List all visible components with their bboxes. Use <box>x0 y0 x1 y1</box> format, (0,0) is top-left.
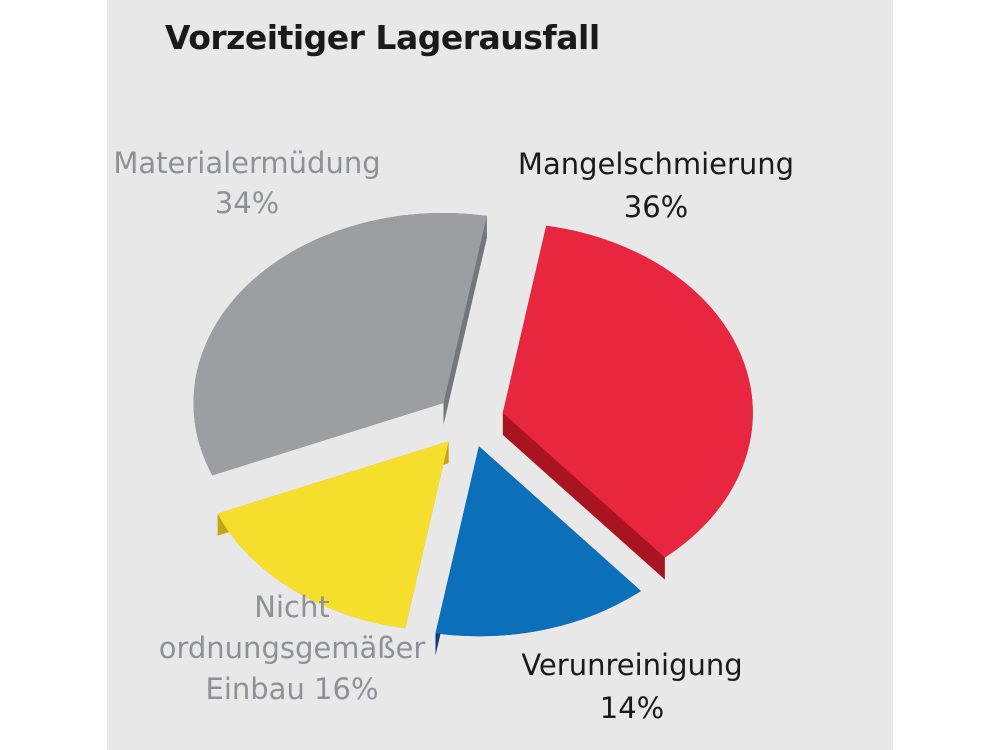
label-einbau-line1: Nicht <box>254 590 329 624</box>
label-mangelschmierung-percent: 36% <box>624 190 688 224</box>
slice-einbau-top <box>217 441 449 629</box>
slice-verunreinigung <box>435 446 641 659</box>
slice-materialermuedung-top <box>193 212 487 476</box>
label-einbau-line2: ordnungsgemäßer <box>159 631 426 665</box>
slice-mangelschmierung <box>502 225 753 580</box>
label-einbau-line3: Einbau 16% <box>206 672 379 706</box>
slice-einbau <box>217 441 449 651</box>
slice-mangelschmierung-top <box>502 225 753 558</box>
label-mangelschmierung: Mangelschmierung <box>518 147 794 181</box>
label-verunreinigung-percent: 14% <box>600 691 664 725</box>
chart-title: Vorzeitiger Lagerausfall <box>165 18 600 57</box>
slice-verunreinigung-top <box>435 446 641 637</box>
label-materialermuedung: Materialermüdung <box>113 146 380 180</box>
label-materialermuedung-percent: 34% <box>215 186 279 220</box>
label-verunreinigung: Verunreinigung <box>521 648 742 682</box>
slice-materialermuedung <box>193 212 487 498</box>
